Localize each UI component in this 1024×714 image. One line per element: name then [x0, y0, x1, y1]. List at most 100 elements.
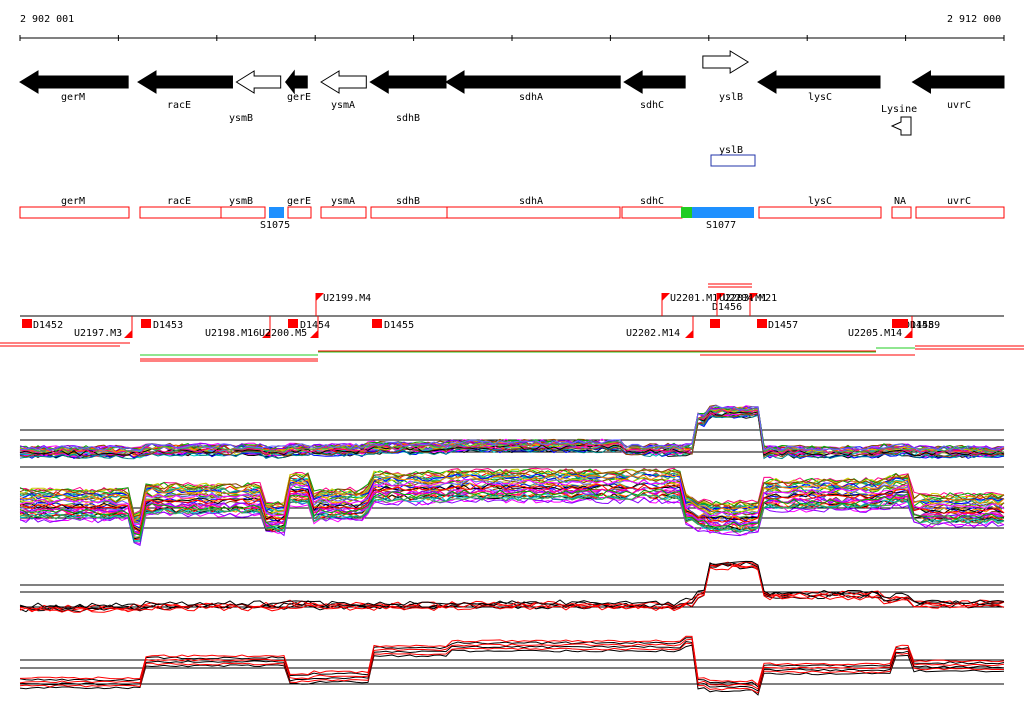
down-marker-D1457[interactable]: [757, 319, 767, 328]
down-marker-label: D1457: [768, 320, 798, 331]
green-block[interactable]: [681, 207, 692, 218]
segment-sdhB[interactable]: [370, 206, 448, 219]
coordinate-ruler: 2 902 001 2 912 000: [19, 14, 1005, 41]
down-marker-D1452[interactable]: [22, 319, 32, 328]
panel1-trace: [19, 409, 1005, 457]
segment-label-gerM: gerM: [61, 196, 85, 207]
gene-arrow-ysmB[interactable]: [235, 70, 282, 94]
panel2-trace: [19, 483, 1005, 532]
upshift-marker-U2204.M21[interactable]: [750, 293, 758, 301]
s1077-block[interactable]: [692, 207, 754, 218]
gene-arrow-sdhA[interactable]: [445, 70, 621, 94]
segment-label-lysC: lysC: [808, 196, 832, 207]
panel2-trace: [19, 497, 1005, 547]
segment-label-sdhC: sdhC: [640, 196, 664, 207]
segment-lysC[interactable]: [758, 206, 882, 219]
gene-label-lysC: lysC: [808, 92, 832, 103]
segment-label-racE: racE: [167, 196, 191, 207]
upshift-marker-U2201.M1[interactable]: [662, 293, 670, 301]
gene-arrow-uvrC[interactable]: [911, 70, 1005, 94]
upshift-marker-label: U2198.M16: [205, 328, 259, 339]
down-marker-label: D1453: [153, 320, 183, 331]
segment-gerE[interactable]: [287, 206, 312, 219]
upshift-marker-label: U2197.M3: [74, 328, 122, 339]
segment-gerM[interactable]: [19, 206, 130, 219]
segment-racE[interactable]: [139, 206, 222, 219]
gene-label-gerM: gerM: [61, 92, 85, 103]
panel3-trace: [19, 564, 1005, 613]
panel2-trace: [19, 483, 1005, 534]
segment-track: gerM racE ysmB gerE ysmA sdhB sdhA sdhC lysC NA uv…: [19, 196, 1005, 219]
segment-ysmA[interactable]: [320, 206, 367, 219]
gene-arrow-racE[interactable]: [137, 70, 233, 94]
gene-label-sdhC: sdhC: [640, 100, 664, 111]
gene-track: gerM racE ysmB gerE ysmA sdhB sdhA sdhC yslB lysC…: [19, 50, 1005, 124]
gene-arrow-sdhB[interactable]: [369, 70, 447, 94]
panel2-trace: [19, 488, 1005, 535]
gene-label-sdhB: sdhB: [396, 113, 420, 124]
down-marker-label: D1455: [384, 320, 414, 331]
gene-label-sdhA: sdhA: [519, 92, 543, 103]
gene-arrow-ysmA[interactable]: [320, 70, 367, 94]
upshift-marker-label: U2202.M14: [626, 328, 680, 339]
panel2-trace: [19, 494, 1005, 538]
segment-ysmB[interactable]: [220, 206, 266, 219]
down-marker-D1455[interactable]: [372, 319, 382, 328]
gene-arrow-lysC[interactable]: [757, 70, 881, 94]
gene-arrow-gerE[interactable]: [284, 69, 308, 95]
panel2-trace: [19, 473, 1005, 522]
down-marker-label: D1454: [300, 320, 330, 331]
upshift-marker-U2205.M14[interactable]: [904, 330, 912, 338]
s1077-label: S1077: [706, 220, 736, 231]
upshift-marker-U2200.M5[interactable]: [310, 330, 318, 338]
upshift-marker-U2202.M14[interactable]: [685, 330, 693, 338]
segment-sdhC[interactable]: [621, 206, 683, 219]
upshift-marker-U2197.M3[interactable]: [124, 330, 132, 338]
upshift-marker-label: U2203.M1: [719, 293, 767, 304]
panel2-trace: [19, 489, 1005, 536]
segment-NA[interactable]: [891, 206, 912, 219]
segment-label-gerE: gerE: [287, 196, 311, 207]
segment-sdhA[interactable]: [446, 206, 621, 219]
coverage-lines: [0, 342, 1024, 362]
panel3-trace: [19, 563, 1005, 612]
gene-arrow-yslB[interactable]: [702, 50, 750, 74]
down-marker-D1454[interactable]: [288, 319, 298, 328]
gene-label-yslB: yslB: [719, 92, 743, 103]
panel4-trace: [19, 640, 1005, 692]
down-marker-D1456[interactable]: [710, 319, 720, 328]
yslB-box[interactable]: [710, 154, 756, 167]
upshift-marker-U2199.M4[interactable]: [316, 293, 324, 301]
panel2-trace: [19, 478, 1005, 525]
segment-label-ysmB: ysmB: [229, 196, 253, 207]
panel3-trace: [19, 561, 1005, 610]
segment-label-ysmA: ysmA: [331, 196, 355, 207]
panel4-trace: [19, 644, 1005, 696]
segment-label-sdhB: sdhB: [396, 196, 420, 207]
down-marker-D1458[interactable]: [892, 319, 902, 328]
panel2-trace: [19, 473, 1005, 522]
panel1-trace: [19, 407, 1005, 453]
upshift-marker-label: U2199.M4: [323, 293, 371, 304]
yslB-box-label: yslB: [719, 145, 743, 156]
upshift-marker-U2203.M1[interactable]: [717, 293, 725, 301]
s1075-block[interactable]: [269, 207, 284, 218]
down-marker-label: D1459: [910, 320, 940, 331]
riboswitch-arrow[interactable]: [890, 116, 912, 136]
segment-label-sdhA: sdhA: [519, 196, 543, 207]
upshift-marker-label: U2201.M1: [670, 293, 718, 304]
upshift-marker-label: U2200.M5: [259, 328, 307, 339]
panel4-trace: [19, 635, 1005, 686]
riboswitch-label: Lysine: [881, 104, 917, 115]
gene-label-uvrC: uvrC: [947, 100, 971, 111]
down-marker-D1453[interactable]: [141, 319, 151, 328]
segment-uvrC[interactable]: [915, 206, 1005, 219]
gene-arrow-sdhC[interactable]: [623, 70, 686, 94]
marker-track: D1452 D1453 D1454 D1455 D1456 D1457 D1458D1459…: [20, 283, 1004, 339]
upshift-marker-U2198.M16[interactable]: [262, 330, 270, 338]
expression-panels: [19, 404, 1005, 696]
gene-arrow-gerM[interactable]: [19, 70, 129, 94]
down-marker-D1459[interactable]: [898, 319, 908, 328]
down-marker-label: D1458: [904, 320, 934, 331]
